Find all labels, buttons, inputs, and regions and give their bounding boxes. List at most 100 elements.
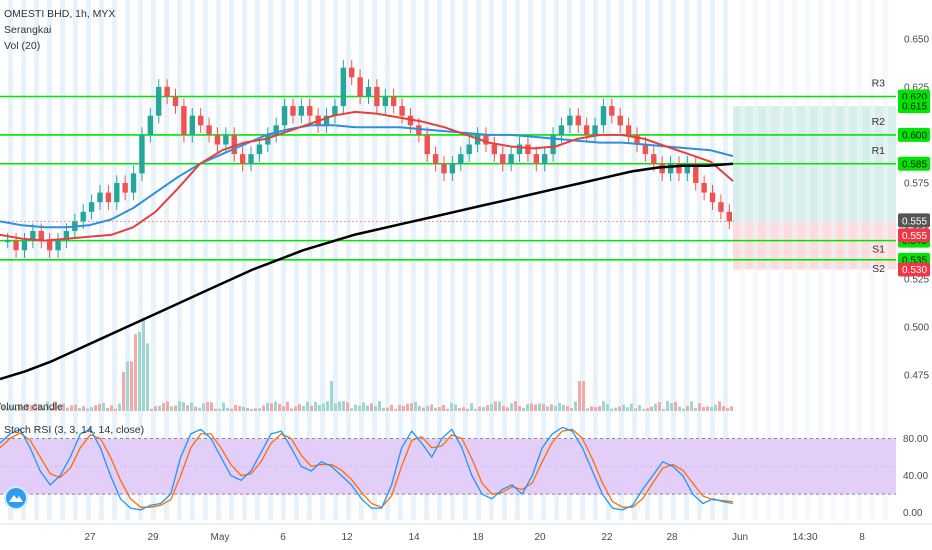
candle-body [30,231,36,241]
volume-bar [438,406,441,411]
candle-body [500,154,506,164]
volume-bar [310,405,313,411]
volume-bar [146,343,149,411]
candle-body [349,67,355,78]
volume-bar [678,406,681,411]
level-price-r1: 0.585 [902,159,927,170]
time-tick-label: 22 [601,532,613,543]
volume-bar [58,405,61,411]
volume-bar [538,403,541,411]
volume-bar [406,403,409,411]
time-tick-label: May [211,532,230,543]
volume-bar [46,401,49,411]
volume-bar [590,406,593,411]
candle-body [676,163,682,174]
level-label-r3: R3 [872,77,886,89]
candle-body [432,154,439,164]
volume-bar [306,401,309,411]
volume-bar [162,403,165,411]
volume-bar [26,403,29,411]
candle-body [651,154,657,164]
volume-bar [434,407,437,411]
entry-price-label: 0.555 [902,231,927,242]
volume-bar [150,408,153,411]
entry-price-pill [898,228,930,243]
volume-bar [462,407,465,411]
volume-bar [586,408,589,411]
volume-bar [138,332,141,411]
volume-bar [94,405,97,411]
tradingview-logo-icon[interactable] [6,488,26,508]
volume-bar [726,407,729,411]
volume-bar [694,407,697,411]
volume-bar [554,405,557,411]
volume-bar [166,401,169,411]
volume-bar [106,407,109,411]
volume-bar [370,403,373,411]
time-tick-label: 8 [859,532,865,543]
volume-bar [242,406,245,411]
volume-bar [558,403,561,411]
volume-bar [290,408,293,411]
volume-bar [486,405,489,411]
volume-bar [618,406,621,411]
candle-body [105,192,112,203]
volume-bar [66,407,69,411]
time-tick-label: 18 [472,532,484,543]
volume-bar [318,405,321,411]
stoch-d-line [0,428,734,508]
time-tick-label: 28 [666,532,678,543]
volume-bar [98,404,101,411]
volume-bar [386,407,389,411]
volume-bar [358,405,361,411]
time-tick-label: 6 [280,532,286,543]
time-tick-label: 14:30 [792,532,817,543]
volume-bar [238,406,241,411]
volume-bar [38,404,41,411]
price-tick-label: 0.475 [904,371,929,382]
volume-bar [698,403,701,411]
candle-body [88,202,95,212]
candle-body [390,96,397,107]
volume-bar [262,405,265,411]
candle-body [424,134,430,155]
candle-body [139,134,145,174]
volume-bar [638,405,641,411]
time-axis: 27 29 May 6 12 14 18 20 22 28 Jun 14:30 8 [0,523,932,543]
volume-bar [706,406,709,411]
ema-slow-line [0,162,734,381]
candle-body [114,182,120,203]
volume-bar [574,401,577,411]
candle-body [449,163,456,174]
volume-bar [422,407,425,411]
volume-bar [474,408,477,411]
volume-bar [82,406,85,411]
candle-body [298,106,305,116]
candle-body [709,192,716,203]
volume-bar [342,401,345,411]
volume-bar [54,401,57,411]
volume-bar [730,406,733,411]
volume-bar [510,403,513,411]
candle-body [130,173,137,193]
volume-bar [330,381,333,411]
volume-bar [498,401,501,411]
volume-bar [154,406,157,411]
volume-bar [682,408,685,411]
price-tick-label: 0.625 [904,82,929,93]
candle-body [558,125,565,135]
candle-body [273,125,279,135]
stoch-k-line [0,426,734,511]
volume-bar [542,404,545,411]
candle-body [458,154,464,164]
level-price-r2-pill [898,127,930,142]
level-price-r1-pill [898,156,930,171]
candle-body [659,163,665,174]
volume-bar [382,407,385,411]
candle-body [667,163,674,174]
candle-body [542,154,548,164]
volume-bar [622,404,625,411]
time-tick-label: 20 [534,532,546,543]
volume-bar [110,405,113,411]
